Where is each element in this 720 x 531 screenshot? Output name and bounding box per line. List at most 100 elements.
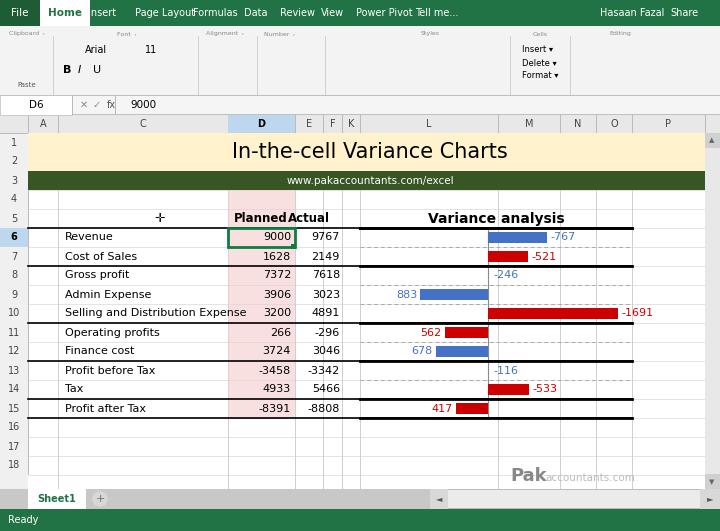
Text: Page Layout: Page Layout [135,8,195,18]
Text: 883: 883 [396,289,417,299]
Text: 6: 6 [11,233,17,243]
Text: Tell me...: Tell me... [415,8,459,18]
Text: -8808: -8808 [307,404,340,414]
Bar [420,289,488,300]
Text: N: N [575,119,582,129]
Text: View: View [321,8,344,18]
Text: 3200: 3200 [263,309,291,319]
Bar [705,133,720,489]
Text: 3906: 3906 [263,289,291,299]
Bar [445,327,488,338]
Text: 13: 13 [8,365,20,375]
Text: +: + [95,494,104,504]
Text: 2: 2 [11,157,17,167]
Text: 11: 11 [8,328,20,338]
Bar [430,489,700,490]
Bar [0,95,720,96]
Text: Tax: Tax [65,384,84,395]
Text: Editing: Editing [609,31,631,37]
Bar [456,403,488,414]
Bar [295,115,296,133]
Bar [0,26,55,95]
Text: 17: 17 [8,441,20,451]
Bar [0,114,720,115]
Bar [700,489,720,509]
Bar [705,133,706,489]
Text: 10: 10 [8,309,20,319]
Bar [488,251,528,262]
Bar [28,209,29,228]
Bar [28,489,86,509]
Text: C: C [140,119,146,129]
Text: Data: Data [244,8,268,18]
Bar [40,0,90,26]
Text: ▲: ▲ [709,137,715,143]
Text: Actual: Actual [288,212,330,225]
Bar [570,36,571,95]
Bar [228,115,229,133]
Text: B: B [63,65,71,75]
Text: -296: -296 [315,328,340,338]
Bar [28,133,705,171]
Bar [342,115,343,133]
Bar [58,115,59,133]
Text: 417: 417 [432,404,453,414]
Text: Variance analysis: Variance analysis [428,211,564,226]
Text: 5: 5 [11,213,17,224]
Text: Sheet1: Sheet1 [37,494,76,504]
Text: 9000: 9000 [263,233,291,243]
Bar [257,36,258,95]
Text: Alignment  ᵣ: Alignment ᵣ [206,31,244,37]
Bar [28,152,29,171]
Bar [0,228,28,247]
Bar [0,26,720,95]
Text: -521: -521 [531,252,556,261]
Text: ✕: ✕ [80,100,88,110]
Text: ◄: ◄ [436,494,442,503]
Text: P: P [665,119,672,129]
Bar [596,115,597,133]
Text: In-the-cell Variance Charts: In-the-cell Variance Charts [232,142,508,162]
Bar [436,346,488,357]
Text: 3023: 3023 [312,289,340,299]
Text: Share: Share [670,8,698,18]
Bar [488,308,618,319]
Text: 3046: 3046 [312,347,340,356]
Bar [0,489,720,509]
Text: ►: ► [707,494,714,503]
Bar [632,115,633,133]
Text: -1691: -1691 [621,309,653,319]
Bar [0,95,720,96]
Text: Revenue: Revenue [65,233,114,243]
Text: Insert ▾: Insert ▾ [522,46,553,55]
Bar [0,509,720,531]
Text: -8391: -8391 [258,404,291,414]
Bar [360,133,361,489]
Bar [430,489,700,509]
Text: 3: 3 [11,176,17,185]
Bar [28,171,705,190]
Text: 3724: 3724 [263,347,291,356]
Text: U: U [93,65,101,75]
Text: Ready: Ready [8,515,38,525]
Text: Delete ▾: Delete ▾ [522,58,557,67]
Text: I: I [78,65,81,75]
Text: Profit before Tax: Profit before Tax [65,365,156,375]
Text: -116: -116 [493,365,518,375]
Bar [0,133,720,134]
Bar [632,133,633,489]
Bar [28,437,29,456]
Bar [28,171,29,190]
Text: 4933: 4933 [263,384,291,395]
Bar [28,399,29,418]
Text: Formulas: Formulas [193,8,238,18]
Text: 15: 15 [8,404,20,414]
Bar [705,115,706,133]
Text: O: O [610,119,618,129]
Bar [291,244,296,249]
Text: 9: 9 [11,289,17,299]
Bar [28,247,29,266]
Bar [115,95,116,115]
Text: 562: 562 [420,328,442,338]
Bar [72,95,73,115]
